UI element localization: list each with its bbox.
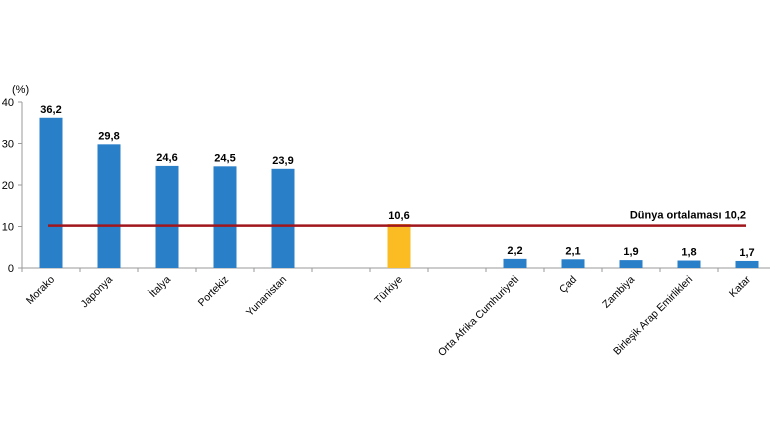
bar-morako bbox=[39, 117, 63, 269]
x-label-orta-afrika-cumhuriyeti: Orta Afrika Cumhuriyeti bbox=[436, 274, 521, 359]
bar-iitalya bbox=[155, 165, 179, 268]
value-label-katar: 1,7 bbox=[739, 247, 754, 259]
y-tick-label: 30 bbox=[2, 139, 14, 151]
reference-line-label: Dünya ortalaması 10,2 bbox=[630, 210, 746, 222]
value-label-orta-afrika-cumhuriyeti: 2,2 bbox=[507, 245, 522, 257]
bar-birlesik-arap-emirlikleri bbox=[677, 260, 701, 268]
x-label-iitalya: İtalya bbox=[146, 273, 173, 300]
value-labels: 36,2 29,8 24,6 24,5 23,9 10,6 2,2 2,1 1,9 1,8 1,7 bbox=[40, 104, 754, 259]
x-label-cad: Çad bbox=[557, 274, 579, 296]
x-label-zambiya: Zambiya bbox=[600, 274, 637, 311]
y-tick-label: 0 bbox=[8, 263, 14, 275]
x-label-morako: Morako bbox=[24, 274, 57, 307]
y-tick-label: 40 bbox=[2, 97, 14, 109]
value-label-birlesik-arap-emirlikleri: 1,8 bbox=[681, 247, 696, 259]
bar-turkiye bbox=[387, 224, 411, 268]
x-axis-labels: Morako Japonya İtalya Portekiz Yunanistan Tür… bbox=[24, 273, 754, 359]
x-label-yunanistan: Yunanistan bbox=[244, 274, 289, 319]
bar-cad bbox=[561, 259, 585, 268]
reference-line-group: Dünya ortalaması 10,2 bbox=[48, 210, 746, 227]
y-tick-label: 20 bbox=[2, 180, 14, 192]
bars bbox=[39, 117, 759, 269]
bar-katar bbox=[735, 260, 759, 268]
axes: 0 10 20 30 40 bbox=[2, 97, 770, 275]
x-label-portekiz: Portekiz bbox=[196, 274, 231, 309]
y-tick-label: 10 bbox=[2, 222, 14, 234]
x-label-japonya: Japonya bbox=[79, 274, 116, 311]
y-axis-unit-label: (%) bbox=[12, 84, 29, 96]
value-label-yunanistan: 23,9 bbox=[272, 155, 293, 167]
bar-japonya bbox=[97, 144, 121, 268]
value-label-cad: 2,1 bbox=[565, 245, 580, 257]
bar-yunanistan bbox=[271, 168, 295, 268]
bar-portekiz bbox=[213, 166, 237, 268]
value-label-zambiya: 1,9 bbox=[623, 246, 638, 258]
bar-zambiya bbox=[619, 260, 643, 268]
value-label-morako: 36,2 bbox=[40, 104, 61, 116]
value-label-iitalya: 24,6 bbox=[156, 152, 177, 164]
x-label-katar: Katar bbox=[727, 273, 754, 300]
bar-orta-afrika-cumhuriyeti bbox=[503, 258, 527, 268]
value-label-portekiz: 24,5 bbox=[214, 152, 235, 164]
value-label-turkiye: 10,6 bbox=[388, 210, 409, 222]
x-label-turkiye: Türkiye bbox=[372, 274, 405, 307]
value-label-japonya: 29,8 bbox=[98, 130, 119, 142]
